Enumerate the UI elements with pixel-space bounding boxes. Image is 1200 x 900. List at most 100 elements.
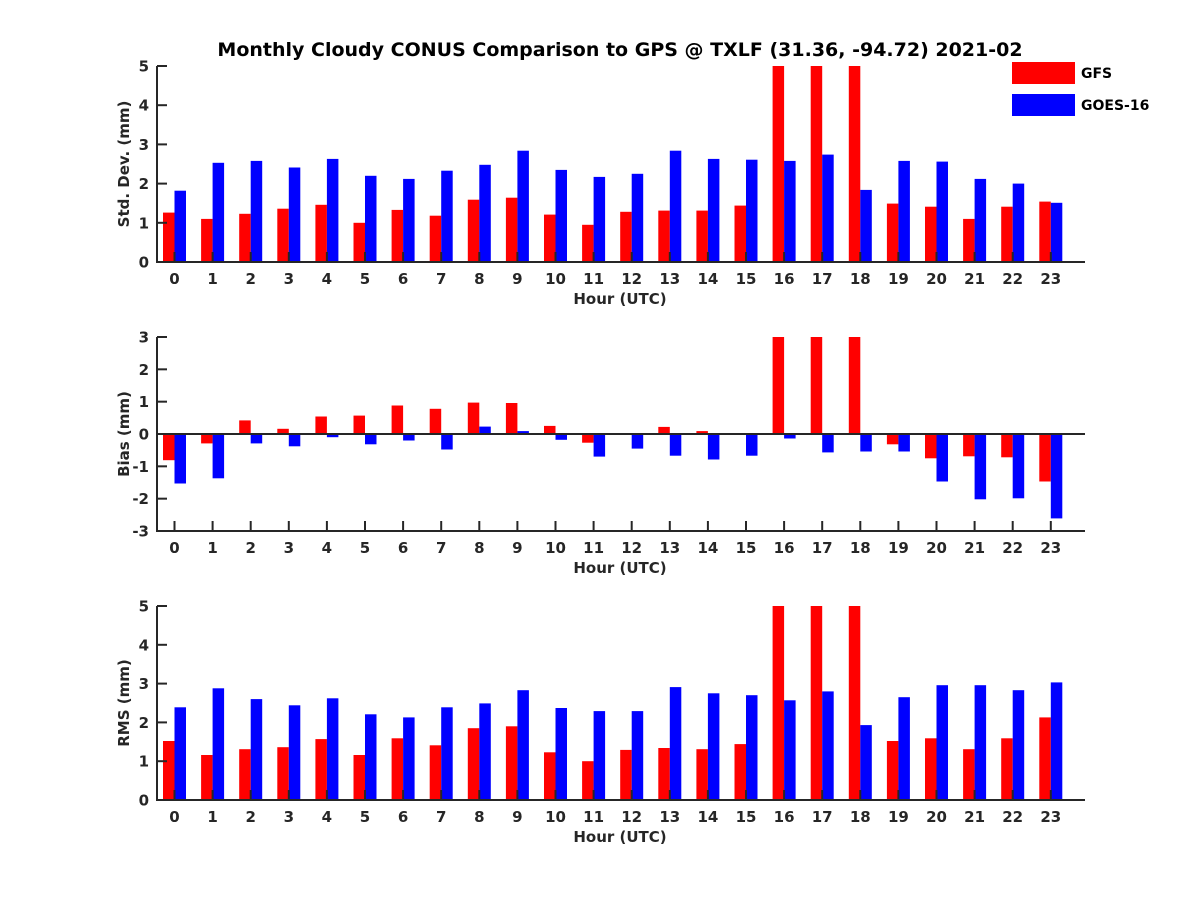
y-tick-label-rms: 2	[139, 714, 149, 732]
legend: GFS GOES-16	[1012, 62, 1149, 116]
bar-rms-goes16-hour-15	[746, 695, 758, 800]
bar-bias-goes16-hour-0	[174, 434, 186, 484]
x-tick-label-std: 12	[621, 270, 642, 288]
chart-title: Monthly Cloudy CONUS Comparison to GPS @…	[217, 39, 1022, 61]
x-tick-label-rms: 18	[850, 808, 871, 826]
bar-rms-goes16-hour-9	[517, 690, 529, 800]
y-tick-label-std: 0	[139, 254, 149, 272]
bar-std-goes16-hour-16	[784, 160, 796, 262]
bar-bias-goes16-hour-12	[631, 434, 644, 449]
bar-std-goes16-hour-5	[365, 175, 377, 262]
bar-std-gfs-hour-17	[810, 66, 823, 262]
bar-std-gfs-hour-22	[1001, 206, 1013, 262]
x-axis-label-std: Hour (UTC)	[573, 290, 666, 308]
bar-std-goes16-hour-19	[898, 160, 910, 262]
bar-rms-goes16-hour-3	[288, 705, 301, 800]
x-tick-label-std: 3	[284, 270, 294, 288]
bar-bias-goes16-hour-20	[936, 434, 948, 482]
x-tick-label-bias: 6	[398, 539, 408, 557]
legend-label-gfs: GFS	[1081, 66, 1112, 82]
bar-rms-gfs-hour-7	[429, 745, 442, 800]
bar-std-goes16-hour-7	[441, 170, 453, 262]
bar-bias-gfs-hour-0	[163, 434, 175, 461]
x-tick-label-bias: 14	[697, 539, 718, 557]
bar-bias-goes16-hour-6	[403, 434, 415, 441]
bar-rms-goes16-hour-5	[365, 714, 377, 800]
bar-rms-gfs-hour-5	[353, 755, 365, 800]
bar-std-goes16-hour-18	[860, 189, 872, 262]
y-tick-label-rms: 3	[139, 675, 149, 693]
legend-label-goes16: GOES-16	[1081, 98, 1149, 114]
x-tick-label-bias: 9	[512, 539, 522, 557]
bar-std-goes16-hour-14	[707, 158, 720, 262]
x-tick-label-std: 9	[512, 270, 522, 288]
bar-bias-gfs-hour-23	[1039, 434, 1051, 482]
bar-std-goes16-hour-4	[326, 158, 339, 262]
x-tick-label-bias: 23	[1040, 539, 1061, 557]
bar-rms-goes16-hour-18	[860, 725, 872, 800]
bar-bias-gfs-hour-7	[429, 408, 442, 434]
bar-rms-goes16-hour-22	[1012, 690, 1025, 800]
x-tick-label-std: 0	[169, 270, 179, 288]
bar-rms-gfs-hour-2	[239, 749, 251, 800]
y-tick-label-rms: 1	[139, 753, 149, 771]
x-tick-label-rms: 4	[322, 808, 332, 826]
x-tick-label-bias: 15	[736, 539, 757, 557]
x-tick-label-std: 10	[545, 270, 566, 288]
x-tick-label-std: 15	[736, 270, 757, 288]
y-axis-label-bias: Bias (mm)	[115, 391, 133, 477]
bar-bias-gfs-hour-2	[239, 420, 251, 434]
bar-bias-gfs-hour-6	[391, 405, 404, 434]
bar-bias-goes16-hour-9	[517, 431, 529, 434]
bar-std-goes16-hour-21	[974, 178, 987, 262]
x-tick-label-rms: 6	[398, 808, 408, 826]
bar-rms-gfs-hour-23	[1039, 717, 1051, 800]
bar-std-gfs-hour-10	[544, 214, 556, 262]
bar-std-goes16-hour-1	[212, 162, 225, 262]
bar-rms-gfs-hour-14	[696, 749, 708, 800]
bar-rms-goes16-hour-13	[669, 687, 682, 800]
y-tick-label-std: 1	[139, 214, 149, 232]
x-axis-label-rms: Hour (UTC)	[573, 828, 666, 846]
bar-rms-gfs-hour-8	[467, 728, 480, 800]
bar-rms-gfs-hour-17	[810, 606, 823, 800]
y-tick-label-bias: -2	[132, 490, 149, 508]
bar-bias-gfs-hour-9	[505, 403, 518, 434]
bar-bias-gfs-hour-14	[696, 431, 708, 434]
y-tick-label-bias: 2	[139, 361, 149, 379]
bar-rms-goes16-hour-2	[250, 699, 263, 800]
bar-bias-gfs-hour-21	[963, 434, 975, 457]
bar-std-gfs-hour-6	[391, 209, 404, 262]
x-tick-label-std: 8	[474, 270, 484, 288]
bar-rms-goes16-hour-14	[707, 693, 720, 800]
bar-rms-gfs-hour-13	[658, 748, 670, 800]
legend-swatch-goes16	[1012, 94, 1075, 116]
bar-std-gfs-hour-3	[277, 208, 289, 262]
bar-std-gfs-hour-4	[315, 204, 327, 262]
x-tick-label-bias: 16	[774, 539, 795, 557]
x-tick-label-bias: 5	[360, 539, 370, 557]
bar-std-gfs-hour-7	[429, 215, 442, 262]
bar-rms-gfs-hour-4	[315, 739, 327, 800]
bar-rms-goes16-hour-11	[593, 711, 606, 800]
x-tick-label-bias: 2	[245, 539, 255, 557]
x-tick-label-bias: 7	[436, 539, 446, 557]
x-tick-label-std: 14	[697, 270, 718, 288]
bar-bias-goes16-hour-21	[974, 434, 987, 500]
y-axis-label-std: Std. Dev. (mm)	[115, 101, 133, 228]
x-tick-label-std: 23	[1040, 270, 1061, 288]
bar-std-gfs-hour-12	[620, 211, 632, 262]
bar-std-goes16-hour-22	[1012, 183, 1025, 262]
bar-rms-goes16-hour-23	[1050, 682, 1063, 800]
bar-std-gfs-hour-9	[505, 197, 518, 262]
bar-bias-goes16-hour-19	[898, 434, 910, 452]
bar-std-gfs-hour-5	[353, 222, 365, 262]
bar-bias-gfs-hour-17	[810, 337, 823, 434]
x-tick-label-rms: 19	[888, 808, 909, 826]
bar-bias-gfs-hour-1	[201, 434, 213, 444]
bar-std-gfs-hour-15	[734, 205, 746, 262]
y-tick-label-bias: 1	[139, 393, 149, 411]
bar-rms-goes16-hour-1	[212, 688, 225, 800]
